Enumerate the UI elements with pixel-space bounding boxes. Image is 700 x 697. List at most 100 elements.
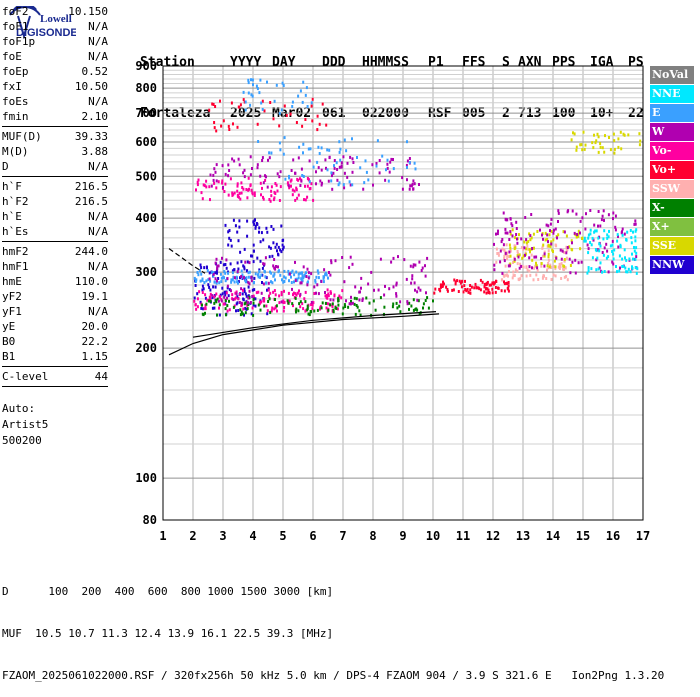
data-point [209, 288, 212, 292]
data-point [236, 125, 239, 129]
data-point [328, 271, 330, 274]
data-point [408, 307, 410, 311]
data-point [246, 196, 249, 200]
data-point [302, 142, 305, 146]
data-point [217, 180, 220, 184]
auto-line-2: 500200 [2, 434, 42, 447]
data-point [379, 296, 382, 300]
data-point [258, 226, 261, 230]
data-point [540, 262, 543, 265]
data-point [342, 183, 345, 187]
data-point [211, 102, 214, 106]
data-point [612, 262, 615, 266]
param-md: M(D) 3.88 [2, 144, 108, 159]
data-point [256, 256, 259, 260]
data-point [619, 266, 621, 270]
data-point [553, 259, 556, 263]
param-value: 20.0 [81, 320, 109, 333]
data-point [528, 256, 531, 260]
data-point [288, 299, 291, 303]
data-point [348, 302, 351, 306]
data-point [518, 253, 521, 257]
data-point [306, 195, 309, 199]
data-point [280, 224, 283, 228]
data-point [593, 133, 595, 137]
data-point [622, 264, 625, 268]
data-point [485, 282, 488, 286]
data-point [264, 174, 266, 178]
data-point [631, 265, 633, 269]
data-point [399, 300, 402, 304]
chart-ticks: 1 2 3 4 5 6 7 8 9 10 11 12 13 14 15 16 17801002003004005… [135, 59, 650, 543]
y-tick-80: 80 [143, 513, 157, 527]
data-point [327, 179, 330, 183]
data-point [308, 187, 311, 191]
data-point [581, 148, 584, 152]
data-point [272, 264, 275, 268]
param-foep: foEp 0.52 [2, 64, 108, 79]
data-point [603, 246, 606, 250]
y-tick-200: 200 [135, 341, 157, 355]
data-point [275, 265, 277, 268]
data-point [501, 247, 504, 251]
data-point [268, 245, 271, 249]
data-point [508, 243, 511, 247]
data-point [233, 297, 236, 301]
data-point [569, 264, 572, 267]
data-point [532, 278, 535, 282]
data-point [231, 293, 234, 297]
data-point [275, 183, 278, 187]
data-point [215, 269, 218, 273]
data-point [625, 238, 628, 242]
data-point [395, 283, 398, 287]
data-point [406, 166, 408, 169]
data-point [317, 292, 320, 296]
param-value: 44 [94, 370, 108, 383]
data-point [211, 294, 214, 298]
data-point [511, 228, 514, 232]
data-point [243, 265, 246, 269]
data-point [554, 267, 557, 271]
data-point [412, 263, 415, 267]
data-point [392, 302, 395, 306]
data-point [242, 98, 245, 102]
data-point [237, 281, 239, 285]
data-point [302, 307, 305, 311]
data-point [587, 269, 590, 273]
data-point [270, 151, 273, 155]
data-point [552, 231, 555, 235]
data-point [547, 244, 550, 248]
data-point [276, 309, 278, 313]
data-point [212, 285, 215, 289]
data-point [405, 277, 408, 281]
data-point [294, 279, 297, 283]
data-point [277, 245, 280, 249]
data-point [264, 275, 267, 279]
data-point [557, 211, 560, 215]
data-point [309, 147, 312, 151]
data-point [635, 251, 638, 255]
data-point [464, 279, 466, 283]
data-point [623, 133, 626, 137]
data-point [326, 294, 328, 297]
data-point [258, 91, 261, 95]
data-point [239, 250, 242, 254]
data-point [274, 293, 277, 297]
data-point [248, 270, 251, 274]
data-point [616, 239, 619, 243]
data-point [214, 261, 217, 265]
data-point [596, 256, 599, 260]
data-point [254, 226, 257, 230]
data-point [439, 283, 442, 287]
data-point [245, 294, 248, 298]
data-point [612, 257, 615, 261]
data-point [207, 278, 210, 282]
data-point [530, 213, 533, 216]
data-point [519, 262, 522, 266]
data-point [515, 220, 518, 224]
data-point [512, 274, 515, 278]
data-point [212, 272, 215, 276]
data-point [605, 242, 608, 246]
data-point [511, 234, 514, 238]
data-point [284, 177, 287, 181]
